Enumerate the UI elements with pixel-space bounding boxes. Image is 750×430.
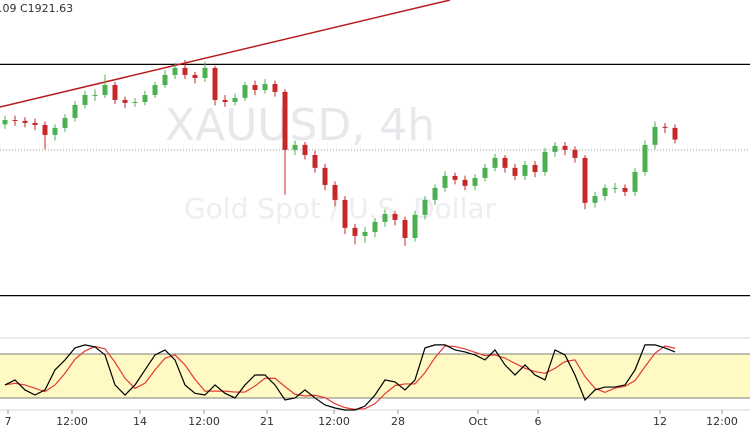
candle-body: [82, 94, 88, 105]
candle-body: [622, 187, 628, 192]
candle-body: [112, 85, 118, 100]
candle-body: [372, 221, 378, 232]
x-tick-label: 7: [5, 415, 12, 428]
candle-body: [642, 144, 648, 172]
candle-body: [482, 167, 488, 178]
candle-body: [512, 167, 518, 176]
x-tick-label: 28: [391, 415, 405, 428]
candle-body: [132, 102, 138, 103]
candle-body: [542, 151, 548, 172]
ohlc-header: 9.09 C1921.63: [0, 2, 73, 15]
candle-body: [652, 126, 658, 145]
candle-body: [292, 144, 298, 150]
stoch-k-line: [4, 344, 676, 411]
candle-body: [412, 214, 418, 238]
candle-body: [272, 84, 278, 92]
watermark: XAUUSD, 4h: [165, 100, 435, 151]
candle-body: [202, 67, 208, 78]
candle-body: [572, 149, 578, 158]
candle-body: [42, 124, 48, 135]
stoch-d-line: [4, 345, 676, 410]
candle-body: [452, 175, 458, 180]
candle-body: [382, 213, 388, 222]
candle-body: [422, 199, 428, 215]
candle-body: [602, 187, 608, 196]
candle-body: [432, 187, 438, 200]
candle-body: [662, 126, 668, 128]
x-tick-label: 6: [535, 415, 542, 428]
candle-body: [122, 99, 128, 103]
candle-body: [492, 157, 498, 168]
candle-body: [582, 157, 588, 203]
candle-body: [552, 145, 558, 152]
candle-body: [362, 231, 368, 236]
candle-body: [402, 219, 408, 238]
x-tick-label: 12:00: [188, 415, 220, 428]
candle-body: [592, 195, 598, 203]
candle-body: [262, 84, 268, 90]
candle-body: [322, 167, 328, 185]
candle-body: [472, 177, 478, 186]
candle-body: [242, 85, 248, 98]
candle-body: [2, 120, 8, 125]
candle-body: [92, 94, 98, 96]
candle-body: [562, 145, 568, 150]
candle-body: [532, 164, 538, 172]
x-tick-label: 12: [653, 415, 667, 428]
candle-body: [502, 157, 508, 168]
x-tick-label: 14: [133, 415, 147, 428]
x-tick-label: 12:00: [56, 415, 88, 428]
candle-body: [32, 122, 38, 125]
trend-line: [0, 0, 451, 108]
candle-body: [312, 154, 318, 168]
x-tick-label: 21: [260, 415, 274, 428]
candle-body: [342, 199, 348, 228]
candle-body: [62, 117, 68, 128]
candle-body: [522, 164, 528, 176]
candle-body: [252, 85, 258, 90]
candle-body: [442, 175, 448, 188]
candle-body: [672, 127, 678, 140]
candle-body: [462, 179, 468, 186]
candle-body: [232, 97, 238, 102]
candle-body: [332, 184, 338, 200]
stoch-band: [0, 353, 750, 399]
candle-body: [282, 91, 288, 150]
candle-body: [52, 127, 58, 135]
candle-body: [222, 99, 228, 102]
candle-body: [162, 74, 168, 86]
candle-body: [172, 67, 178, 75]
x-tick-label: Oct: [468, 415, 488, 428]
candle-body: [182, 67, 188, 75]
candle-body: [192, 74, 198, 78]
candle-body: [142, 94, 148, 102]
candle-body: [152, 85, 158, 95]
x-tick-label: 12:00: [706, 415, 738, 428]
candle-body: [212, 67, 218, 100]
x-tick-label: 12:00: [318, 415, 350, 428]
candle-body: [22, 120, 28, 123]
candle-body: [12, 120, 18, 121]
candle-body: [102, 85, 108, 95]
candle-body: [72, 104, 78, 118]
candle-body: [302, 144, 308, 155]
candle-body: [392, 213, 398, 220]
candle-body: [612, 187, 618, 189]
candle-body: [632, 171, 638, 192]
watermark-subtitle: Gold Spot / U.S. Dollar: [184, 192, 497, 225]
candle-body: [352, 227, 358, 236]
